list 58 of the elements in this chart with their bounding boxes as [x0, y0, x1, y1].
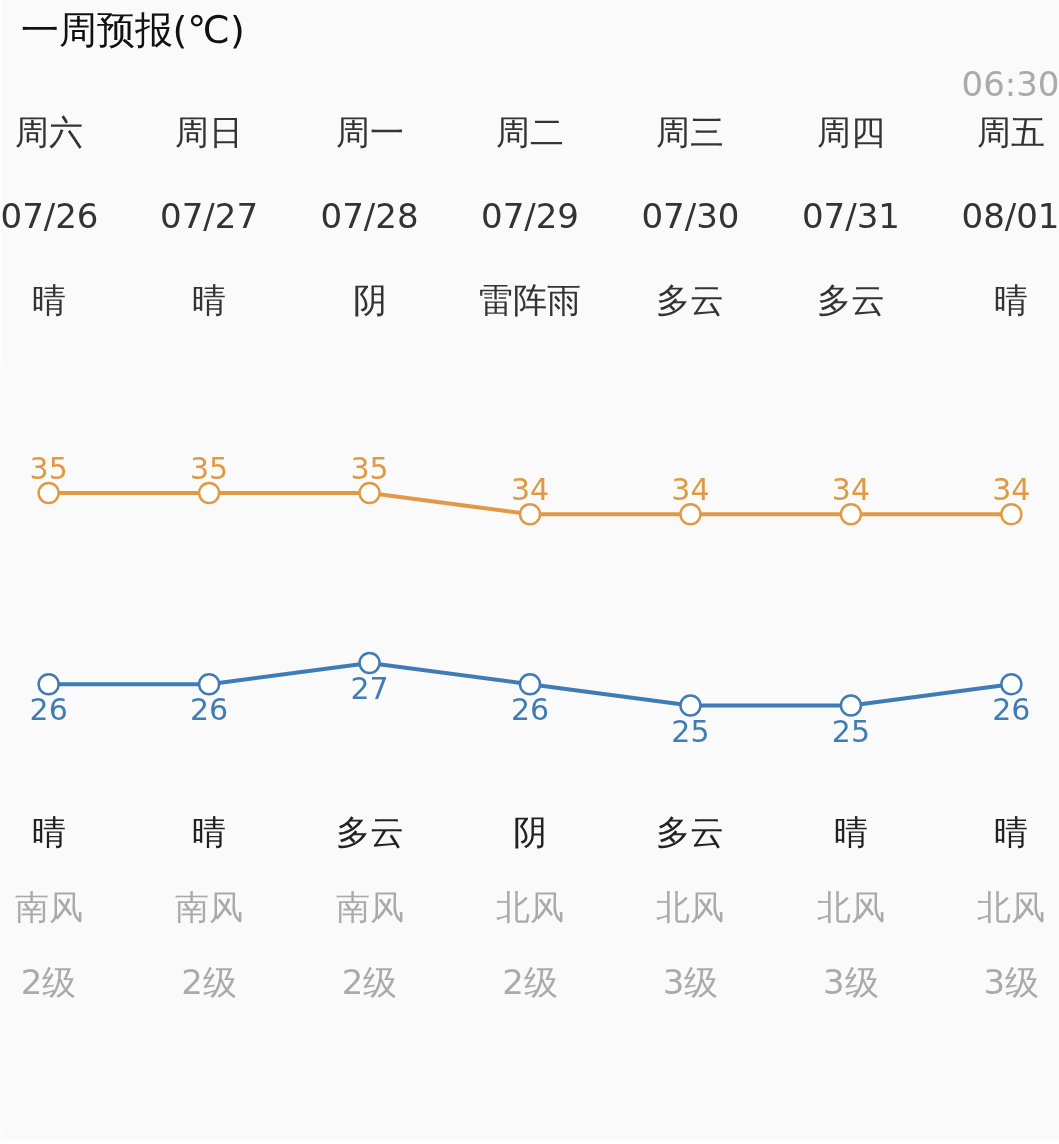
data-label: 35 [190, 451, 229, 486]
point [197, 673, 221, 696]
text: 3级 [662, 961, 719, 1002]
category-label: 周六 07/26 晴 [0, 111, 99, 320]
point [197, 481, 221, 505]
text: 北风 [656, 886, 725, 927]
category-label: 周日 07/27 晴 [160, 111, 259, 320]
category-label: 周二 07/29 雷阵雨 [479, 111, 581, 320]
text: 多云 [656, 811, 725, 852]
text: 晴 [31, 811, 66, 852]
data-label: 26 [992, 692, 1031, 728]
point [358, 481, 381, 505]
text: 北风 [816, 886, 885, 927]
point [358, 651, 381, 675]
text: 3级 [823, 961, 879, 1002]
data-label: 26 [29, 692, 68, 728]
category-label: 周三 07/30 多云 [641, 111, 740, 320]
point [37, 673, 60, 696]
data-label: 26 [190, 692, 229, 728]
text: 多云 [335, 811, 404, 852]
text: 南风 [175, 886, 244, 927]
data-label: 35 [350, 451, 389, 486]
data-label: 34 [671, 472, 710, 508]
text: 北风 [977, 886, 1046, 927]
data-label: 27 [350, 671, 389, 706]
point [37, 481, 60, 505]
text: 阴 [513, 811, 547, 852]
point [679, 694, 702, 717]
text: 2级 [502, 961, 558, 1002]
text: 晴 [192, 811, 227, 852]
point [679, 503, 702, 526]
text: 南风 [335, 886, 404, 927]
point [1000, 673, 1023, 696]
chart-title: 一周预报(℃) [20, 7, 245, 52]
point [1000, 503, 1023, 526]
point [518, 503, 542, 526]
category-label: 周四 07/31 多云 [801, 111, 900, 320]
data-label: 26 [510, 692, 550, 728]
point [839, 503, 863, 526]
data-label: 35 [29, 451, 68, 486]
point [839, 694, 863, 717]
point [518, 673, 542, 696]
text: 南风 [14, 886, 83, 927]
data-label: 34 [992, 472, 1031, 508]
text: 2级 [341, 961, 398, 1002]
text: 2级 [181, 961, 237, 1002]
category-label: 周五 08/01 晴 [961, 111, 1059, 320]
text: 晴 [833, 811, 868, 852]
text: 3级 [983, 961, 1040, 1002]
category-label: 周一 07/28 阴 [320, 111, 419, 320]
data-label: 34 [510, 472, 550, 508]
data-label: 25 [831, 713, 871, 749]
text: 晴 [994, 811, 1029, 852]
text: 06:30 [961, 63, 1059, 104]
data-label: 25 [671, 713, 710, 749]
text: 2级 [20, 961, 77, 1002]
data-label: 34 [831, 472, 871, 508]
text: 北风 [496, 886, 564, 927]
